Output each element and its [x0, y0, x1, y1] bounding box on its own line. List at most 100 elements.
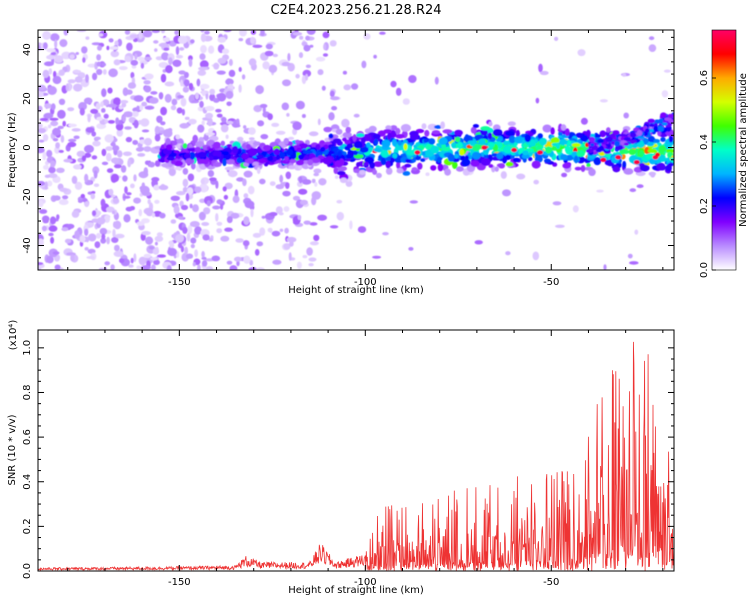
spectrogram-cell — [102, 99, 110, 106]
spectrogram-cell — [615, 155, 622, 160]
spectrogram-cell — [533, 179, 539, 185]
spectrogram-cell — [65, 83, 69, 92]
spectrogram-cell — [197, 124, 205, 133]
spectrogram-cell — [555, 224, 565, 228]
spectrogram-cell — [115, 123, 124, 131]
spectrogram-cell — [329, 90, 335, 98]
spectrogram-cell — [246, 143, 251, 150]
spectrogram-cell — [272, 53, 278, 58]
spectrogram-cell — [184, 246, 189, 255]
spectrogram-cell — [205, 112, 214, 119]
spectrogram-cell — [342, 137, 347, 142]
spectrogram-cell — [603, 264, 607, 270]
spectrogram-cell — [459, 148, 465, 156]
spectrogram-cell — [236, 260, 240, 267]
spectrogram-cell — [298, 154, 304, 160]
spectrogram-cell — [317, 214, 327, 221]
spectrogram-cell — [147, 199, 151, 205]
spectrogram-cell — [390, 125, 398, 131]
spectrogram-cell — [143, 207, 154, 215]
spectrogram-cell — [552, 201, 562, 206]
spectrogram-cell — [107, 87, 113, 94]
spectrogram-cell — [88, 233, 97, 242]
colorbar-tick-label: 0.6 — [699, 70, 710, 86]
spectrogram-cell — [44, 174, 51, 178]
spectrogram-cell — [561, 172, 568, 178]
spectrogram-cell — [185, 158, 195, 165]
spectrogram-cell — [93, 183, 100, 187]
spectrogram-cell — [48, 225, 58, 232]
spectrogram-cell — [387, 132, 392, 140]
spectrogram-cell — [295, 100, 305, 110]
spectrogram-cell — [357, 226, 367, 233]
spectrogram-cell — [198, 211, 206, 221]
spectrogram-cell — [104, 119, 109, 124]
spectrogram-cell — [100, 237, 107, 244]
spectrogram-cell — [315, 56, 326, 62]
spectrogram-cell — [185, 193, 190, 202]
spectrogram-cell — [537, 133, 543, 139]
spectrogram-cell — [286, 236, 297, 243]
spectrogram-cell — [572, 205, 579, 213]
spectrogram-cell — [242, 240, 250, 247]
spectrogram-cell — [67, 141, 77, 148]
spectrogram-cell — [498, 163, 505, 169]
spectrogram-cell — [317, 69, 324, 76]
spectrogram-cell — [110, 264, 115, 270]
spectrogram-cell — [79, 107, 85, 116]
spectrogram-cell — [57, 109, 66, 119]
spectrogram-cell — [488, 164, 494, 168]
spectrogram-cell — [168, 167, 176, 177]
spectrogram-cell — [647, 148, 657, 153]
spectrogram-cell — [91, 131, 97, 137]
spectrogram-cell — [356, 162, 361, 168]
spectrogram-cell — [108, 68, 118, 78]
spectrogram-cell — [288, 252, 292, 261]
spectrogram-cell — [177, 216, 185, 220]
spectrogram-cell — [215, 213, 219, 222]
spectrogram-cell — [235, 238, 244, 243]
spectrogram-cell — [107, 120, 115, 124]
spectrogram-cell — [258, 158, 267, 164]
snr-x-tick-label: -150 — [168, 577, 191, 588]
spectrogram-cell — [259, 103, 268, 109]
spectrogram-cell — [114, 40, 119, 47]
spectrogram-cell — [282, 190, 291, 197]
spectrogram-cell — [42, 151, 47, 161]
spectrogram-cell — [660, 137, 666, 142]
spectrogram-cell — [390, 80, 397, 88]
spectrogram-cell — [87, 248, 96, 254]
spectrogram-cell — [160, 73, 167, 83]
spectrogram-cell — [175, 54, 184, 59]
spectrogram-cell — [84, 228, 89, 236]
spectrogram-cell — [653, 125, 659, 132]
spectrogram-cell — [202, 234, 210, 241]
spectrogram-cell — [143, 85, 152, 93]
spectrogram-cell — [111, 157, 120, 164]
spectrogram-cell — [455, 166, 464, 172]
spectrogram-cell — [110, 50, 120, 58]
spectrogram-cell — [197, 69, 207, 76]
spectrogram-cell — [216, 113, 223, 118]
spectrogram-cell — [180, 97, 187, 107]
spectrogram-cell — [647, 118, 655, 124]
spectrogram-cell — [204, 105, 215, 112]
spectrogram-cell — [284, 227, 289, 234]
spectrogram-cell — [61, 227, 69, 232]
spectrogram-cell — [305, 64, 311, 69]
spectrogram-cell — [228, 69, 236, 77]
spectrogram-cell — [306, 30, 316, 35]
snr-y-tick-label: 0.2 — [22, 518, 33, 534]
spectrogram-cell — [292, 32, 303, 36]
spectrogram-cell — [283, 243, 291, 250]
spectrogram-cell — [232, 145, 239, 154]
spectrogram-cell — [253, 105, 262, 113]
spectrogram-cell — [50, 160, 56, 168]
spectrogram-cell — [512, 157, 521, 163]
spectrogram-cell — [140, 265, 151, 270]
spectrogram-cell — [248, 127, 256, 135]
spectrogram-cell — [212, 205, 221, 210]
spectrogram-cell — [303, 220, 311, 225]
spectrogram-cell — [308, 131, 319, 137]
spectrogram-cell — [141, 101, 148, 107]
